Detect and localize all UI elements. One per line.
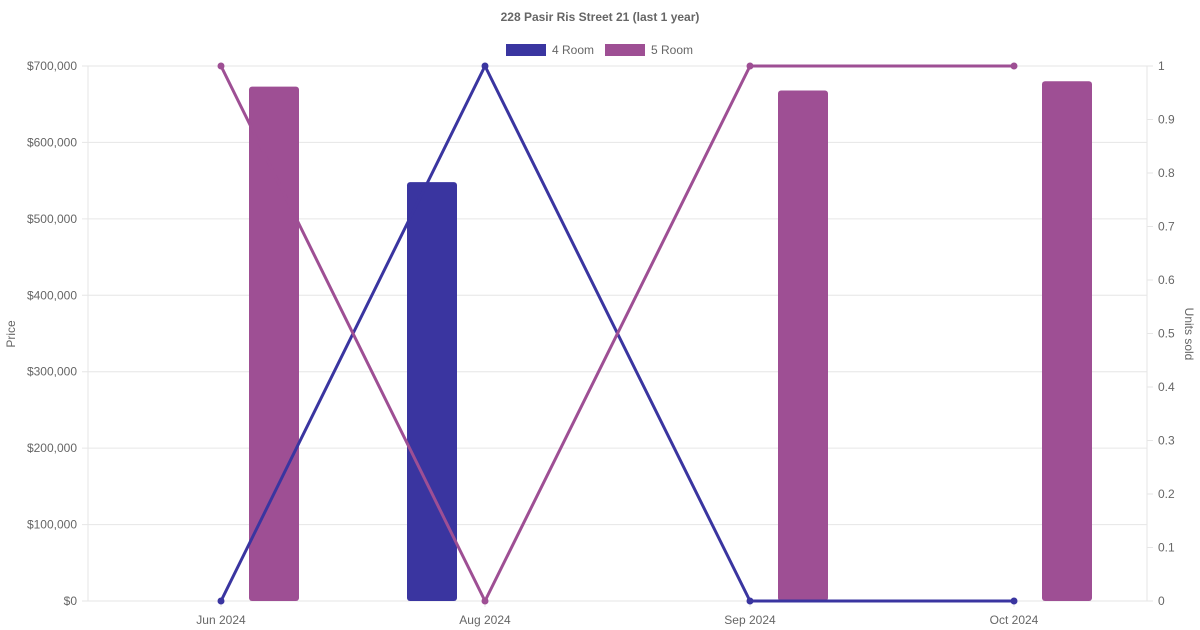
y-right-tick-label: 1 [1158, 59, 1165, 73]
legend-label-5-room: 5 Room [651, 43, 693, 57]
y-axis-left-ticks: $0 $100,000 $200,000 $300,000 $400,000 $500,0… [27, 59, 77, 608]
y-axis-right-label: Units sold [1182, 308, 1196, 361]
legend-item-5-room[interactable]: 5 Room [605, 43, 693, 57]
x-tick-label: Oct 2024 [990, 613, 1039, 627]
y-left-tick-label: $0 [64, 594, 78, 608]
legend-item-4-room[interactable]: 4 Room [506, 43, 594, 57]
y-right-tick-label: 0.5 [1158, 327, 1175, 341]
bar-4-room[interactable] [407, 182, 457, 601]
y-right-tick-label: 0.7 [1158, 220, 1175, 234]
bars [249, 81, 1092, 602]
y-right-tick-label: 0.4 [1158, 380, 1175, 394]
x-tick-label: Jun 2024 [196, 613, 246, 627]
point-5-room[interactable] [746, 62, 754, 70]
y-left-tick-label: $500,000 [27, 212, 77, 226]
y-left-tick-label: $600,000 [27, 135, 77, 149]
y-right-tick-label: 0 [1158, 594, 1165, 608]
bar-5-room[interactable] [249, 86, 299, 601]
x-axis-ticks: Jun 2024 Aug 2024 Sep 2024 Oct 2024 [196, 613, 1038, 627]
y-right-tick-label: 0.9 [1158, 113, 1175, 127]
y-left-tick-label: $300,000 [27, 365, 77, 379]
y-left-tick-label: $400,000 [27, 288, 77, 302]
point-5-room[interactable] [481, 597, 489, 605]
y-left-tick-label: $700,000 [27, 59, 77, 73]
y-right-tick-label: 0.1 [1158, 541, 1175, 555]
x-tick-label: Sep 2024 [724, 613, 776, 627]
line-5-room [219, 64, 1014, 603]
y-left-tick-label: $200,000 [27, 441, 77, 455]
point-4-room[interactable] [1010, 597, 1018, 605]
y-left-tick-label: $100,000 [27, 518, 77, 532]
y-axis-right-ticks: 0 0.1 0.2 0.3 0.4 0.5 0.6 0.7 0.8 0.9 1 [1158, 59, 1175, 608]
point-4-room[interactable] [217, 597, 225, 605]
chart-title: 228 Pasir Ris Street 21 (last 1 year) [501, 10, 700, 24]
x-tick-label: Aug 2024 [459, 613, 511, 627]
legend-swatch-5-room [605, 44, 645, 56]
lines [219, 64, 1014, 603]
y-axis-left-label: Price [4, 320, 18, 348]
legend-label-4-room: 4 Room [552, 43, 594, 57]
legend: 4 Room 5 Room [506, 43, 693, 57]
y-right-tick-label: 0.3 [1158, 434, 1175, 448]
y-right-tick-label: 0.8 [1158, 166, 1175, 180]
y-right-tick-label: 0.2 [1158, 487, 1175, 501]
point-4-room[interactable] [746, 597, 754, 605]
bar-5-room[interactable] [1042, 81, 1092, 602]
legend-swatch-4-room [506, 44, 546, 56]
point-4-room[interactable] [481, 62, 489, 70]
point-5-room[interactable] [1010, 62, 1018, 70]
bar-5-room[interactable] [778, 90, 828, 601]
point-5-room[interactable] [217, 62, 225, 70]
y-right-tick-label: 0.6 [1158, 273, 1175, 287]
points [217, 62, 1018, 605]
